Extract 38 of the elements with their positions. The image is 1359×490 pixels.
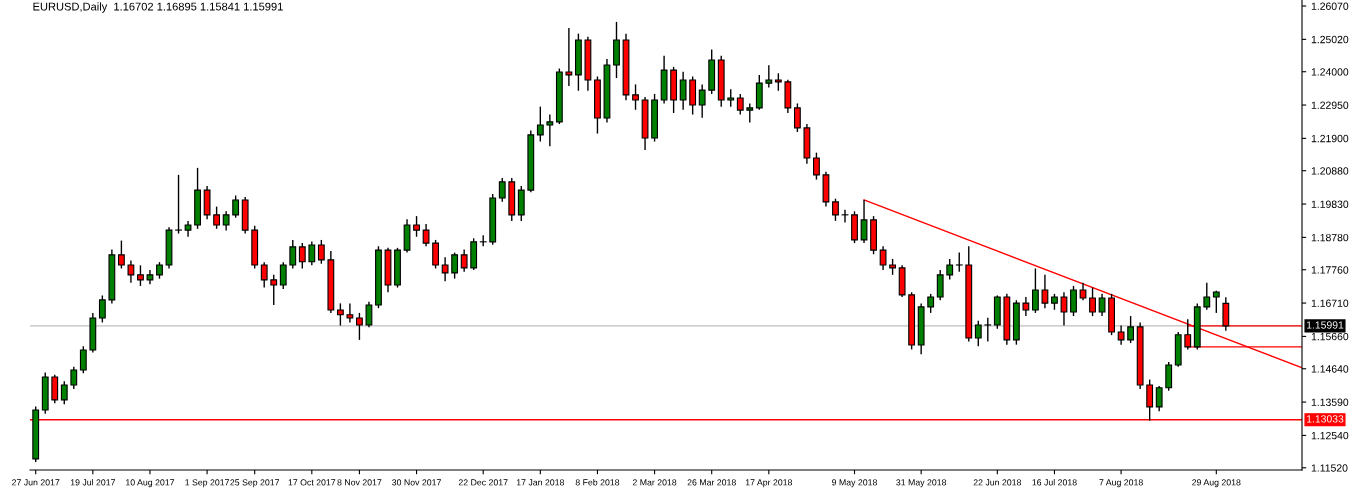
y-tick-label: 1.11520	[1311, 464, 1348, 472]
y-tick-label: 1.14640	[1311, 365, 1349, 373]
x-tick-label: 29 Aug 2018	[1192, 479, 1241, 488]
y-tick-label: 1.24000	[1311, 68, 1349, 76]
y-tick-label: 1.12540	[1311, 431, 1349, 440]
ref-line-label: 1.15991	[1306, 321, 1344, 329]
y-tick-label: 1.21900	[1311, 134, 1349, 143]
x-tick-label: 7 Aug 2018	[1099, 479, 1143, 488]
y-tick-label: 1.25020	[1311, 35, 1349, 44]
x-tick-label: 22 Jun 2018	[973, 479, 1022, 486]
y-tick-label: 1.20880	[1311, 167, 1349, 175]
ref-line-label: 1.13033	[1306, 415, 1344, 423]
y-tick-label: 1.17760	[1311, 266, 1349, 274]
x-tick-label: 25 Sep 2017	[230, 479, 280, 488]
y-tick-label: 1.19830	[1311, 200, 1349, 208]
y-tick-label: 1.26070	[1311, 2, 1349, 10]
chart-title: EURUSD,Daily 1.16702 1.16895 1.15841 1.15991	[33, 2, 283, 13]
x-tick-label: 19 Jul 2017	[70, 479, 116, 486]
x-tick-label: 2 Mar 2018	[632, 479, 677, 486]
x-tick-label: 1 Sep 2017	[185, 479, 230, 488]
x-tick-label: 8 Feb 2018	[575, 479, 620, 486]
x-tick-label: 8 Nov 2017	[337, 479, 382, 486]
x-tick-label: 26 Mar 2018	[687, 479, 736, 486]
y-tick-label: 1.16710	[1311, 299, 1349, 307]
y-tick-label: 1.15660	[1311, 332, 1349, 341]
x-tick-label: 27 Jun 2017	[12, 479, 60, 486]
x-tick-label: 16 Jul 2018	[1032, 479, 1077, 486]
y-tick-label: 1.22950	[1311, 101, 1349, 109]
y-tick-label: 1.13590	[1311, 398, 1349, 406]
y-tick-label: 1.18780	[1311, 233, 1349, 242]
x-tick-label: 17 Jan 2018	[516, 479, 565, 486]
x-tick-label: 22 Dec 2017	[458, 479, 508, 486]
x-tick-label: 17 Oct 2017	[288, 479, 336, 486]
x-tick-label: 31 May 2018	[896, 479, 947, 488]
x-tick-label: 10 Aug 2017	[126, 479, 175, 488]
x-tick-label: 17 Apr 2018	[745, 479, 793, 488]
x-tick-label: 9 May 2018	[832, 479, 877, 488]
x-tick-label: 30 Nov 2017	[392, 479, 441, 486]
